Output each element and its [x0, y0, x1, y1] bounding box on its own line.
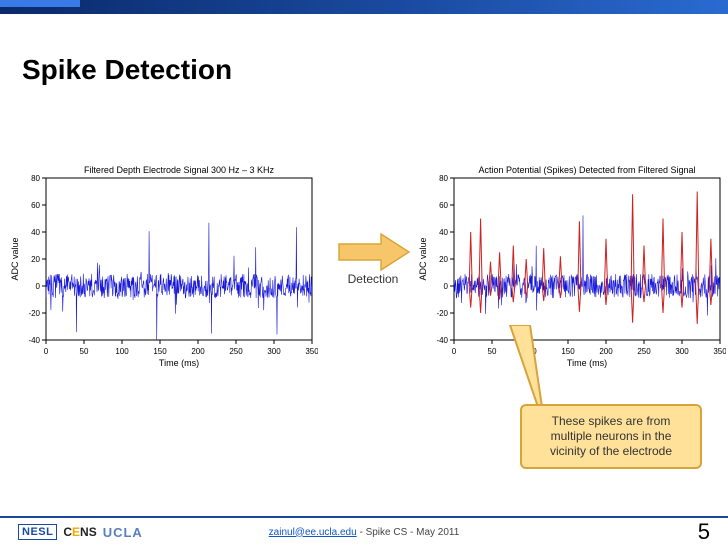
svg-text:Filtered Depth Electrode Signa: Filtered Depth Electrode Signal 300 Hz –…	[84, 165, 275, 175]
svg-text:300: 300	[267, 347, 281, 356]
svg-text:0: 0	[452, 347, 457, 356]
svg-text:100: 100	[115, 347, 129, 356]
logo-nesl: NESL	[18, 524, 57, 540]
svg-text:20: 20	[439, 255, 448, 264]
svg-text:-20: -20	[28, 309, 40, 318]
svg-text:200: 200	[599, 347, 613, 356]
footer-logos: NESL CENS UCLA	[18, 524, 143, 540]
logo-ucla: UCLA	[103, 525, 143, 540]
svg-text:-20: -20	[436, 309, 448, 318]
detection-label: Detection	[328, 272, 418, 286]
top-bar-accent	[0, 0, 80, 7]
svg-text:60: 60	[31, 201, 40, 210]
svg-text:Action Potential (Spikes) Dete: Action Potential (Spikes) Detected from …	[478, 165, 695, 175]
svg-text:150: 150	[153, 347, 167, 356]
svg-text:-40: -40	[28, 336, 40, 345]
svg-text:40: 40	[439, 228, 448, 237]
svg-text:Time (ms): Time (ms)	[567, 358, 607, 368]
svg-text:150: 150	[561, 347, 575, 356]
footer-link[interactable]: zainul@ee.ucla.edu	[269, 527, 357, 538]
callout-box: These spikes are from multiple neurons i…	[520, 404, 702, 469]
chart-right: 050100150200250300350-40-20020406080Time…	[416, 160, 726, 370]
svg-text:Time (ms): Time (ms)	[159, 358, 199, 368]
svg-text:350: 350	[713, 347, 726, 356]
svg-text:20: 20	[31, 255, 40, 264]
page-title: Spike Detection	[22, 54, 232, 86]
svg-text:80: 80	[31, 174, 40, 183]
footer-tail: - Spike CS - May 2011	[357, 527, 460, 538]
svg-text:50: 50	[80, 347, 89, 356]
detection-arrow: Detection	[328, 230, 418, 286]
footer-citation: zainul@ee.ucla.edu - Spike CS - May 2011	[269, 527, 460, 538]
svg-text:60: 60	[439, 201, 448, 210]
svg-text:ADC value: ADC value	[418, 237, 428, 280]
svg-text:200: 200	[191, 347, 205, 356]
svg-text:250: 250	[229, 347, 243, 356]
page-number: 5	[698, 519, 710, 545]
svg-text:0: 0	[36, 282, 41, 291]
svg-text:0: 0	[44, 347, 49, 356]
svg-text:-40: -40	[436, 336, 448, 345]
svg-text:ADC value: ADC value	[10, 237, 20, 280]
logo-cens: CENS	[63, 525, 96, 539]
footer: NESL CENS UCLA zainul@ee.ucla.edu - Spik…	[0, 516, 728, 546]
svg-text:300: 300	[675, 347, 689, 356]
callout-pointer	[490, 325, 560, 407]
svg-text:40: 40	[31, 228, 40, 237]
top-bar	[0, 0, 728, 14]
chart-left: 0 50 100 150 200 250 300 350 -40 -20 0 20 40 60 80 Time…	[8, 160, 318, 370]
svg-text:0: 0	[444, 282, 449, 291]
svg-text:350: 350	[305, 347, 318, 356]
svg-text:80: 80	[439, 174, 448, 183]
svg-text:250: 250	[637, 347, 651, 356]
